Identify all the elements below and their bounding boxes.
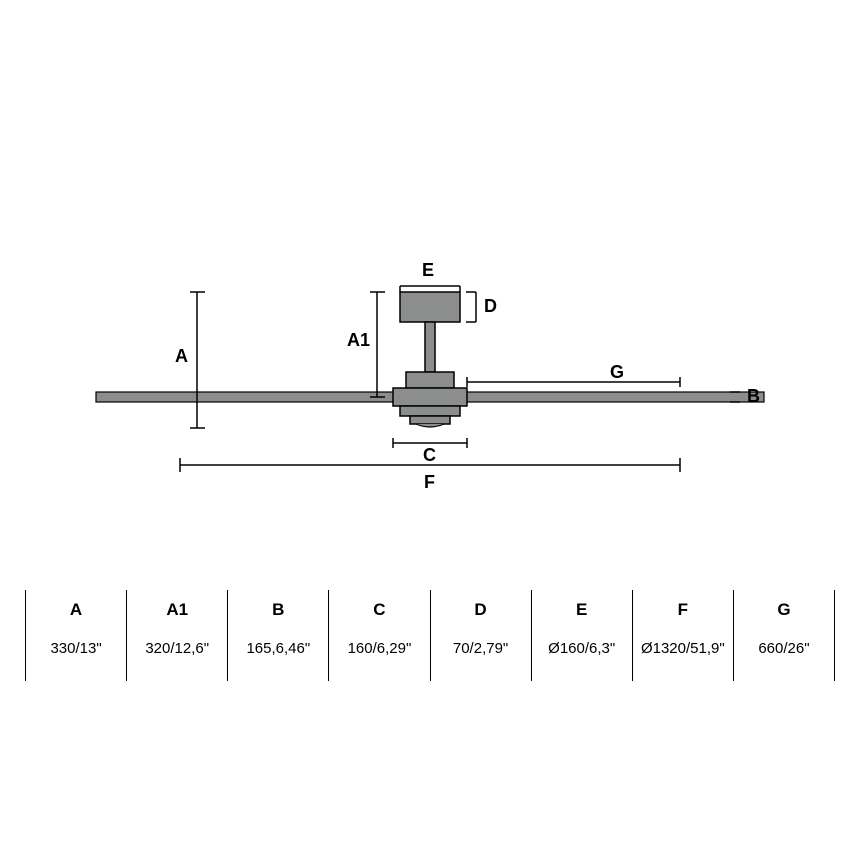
col-value: Ø1320/51,9" [635, 640, 731, 657]
col-header: A1 [129, 600, 225, 640]
col-d: D 70/2,79" [430, 590, 531, 681]
col-header: A [28, 600, 124, 640]
col-g: G 660/26" [733, 590, 835, 681]
col-b: B 165,6,46" [227, 590, 328, 681]
col-value: 660/26" [736, 640, 832, 657]
label-a: A [175, 346, 188, 367]
col-header: G [736, 600, 832, 640]
col-header: F [635, 600, 731, 640]
label-d: D [484, 296, 497, 317]
col-value: Ø160/6,3" [534, 640, 630, 657]
label-f: F [424, 472, 435, 493]
label-b: B [747, 386, 760, 407]
col-value: 160/6,29" [331, 640, 427, 657]
col-value: 70/2,79" [433, 640, 529, 657]
col-c: C 160/6,29" [328, 590, 429, 681]
col-header: C [331, 600, 427, 640]
label-e: E [422, 260, 434, 281]
col-header: D [433, 600, 529, 640]
label-g: G [610, 362, 624, 383]
dimensions-table: A 330/13" A1 320/12,6" B 165,6,46" C 160… [25, 590, 835, 681]
table-row: A 330/13" A1 320/12,6" B 165,6,46" C 160… [25, 590, 835, 681]
col-value: 330/13" [28, 640, 124, 657]
col-value: 165,6,46" [230, 640, 326, 657]
label-c: C [423, 445, 436, 466]
col-a1: A1 320/12,6" [126, 590, 227, 681]
col-header: E [534, 600, 630, 640]
label-a1: A1 [347, 330, 370, 351]
col-header: B [230, 600, 326, 640]
col-f: F Ø1320/51,9" [632, 590, 733, 681]
col-e: E Ø160/6,3" [531, 590, 632, 681]
col-a: A 330/13" [25, 590, 126, 681]
fan-dimension-diagram: E D A A1 G B C F [90, 280, 770, 520]
col-value: 320/12,6" [129, 640, 225, 657]
